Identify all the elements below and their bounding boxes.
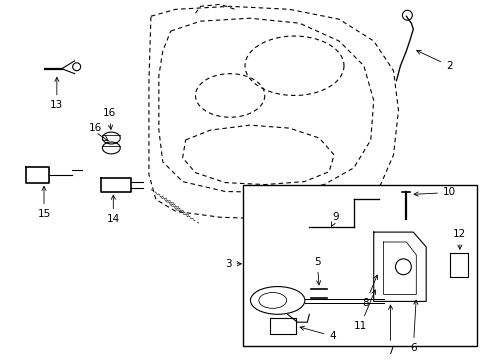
Bar (243, 185, 476, 346)
Text: 16: 16 (89, 123, 102, 133)
Text: 4: 4 (300, 326, 335, 341)
Text: 16: 16 (102, 108, 116, 129)
Text: 2: 2 (416, 50, 452, 71)
Text: 16: 16 (87, 113, 100, 123)
Text: 11: 11 (353, 290, 375, 331)
Text: 5: 5 (313, 257, 320, 285)
Text: 9: 9 (331, 212, 338, 226)
Text: 14: 14 (106, 195, 120, 224)
Text: 3: 3 (224, 259, 241, 269)
Text: 8: 8 (362, 275, 377, 309)
Text: 10: 10 (413, 188, 455, 198)
Text: 15: 15 (37, 186, 51, 219)
Text: 13: 13 (50, 77, 63, 111)
Text: 1: 1 (389, 211, 411, 257)
Text: 12: 12 (452, 229, 466, 249)
Text: 7: 7 (386, 305, 393, 356)
Text: 6: 6 (409, 300, 417, 353)
